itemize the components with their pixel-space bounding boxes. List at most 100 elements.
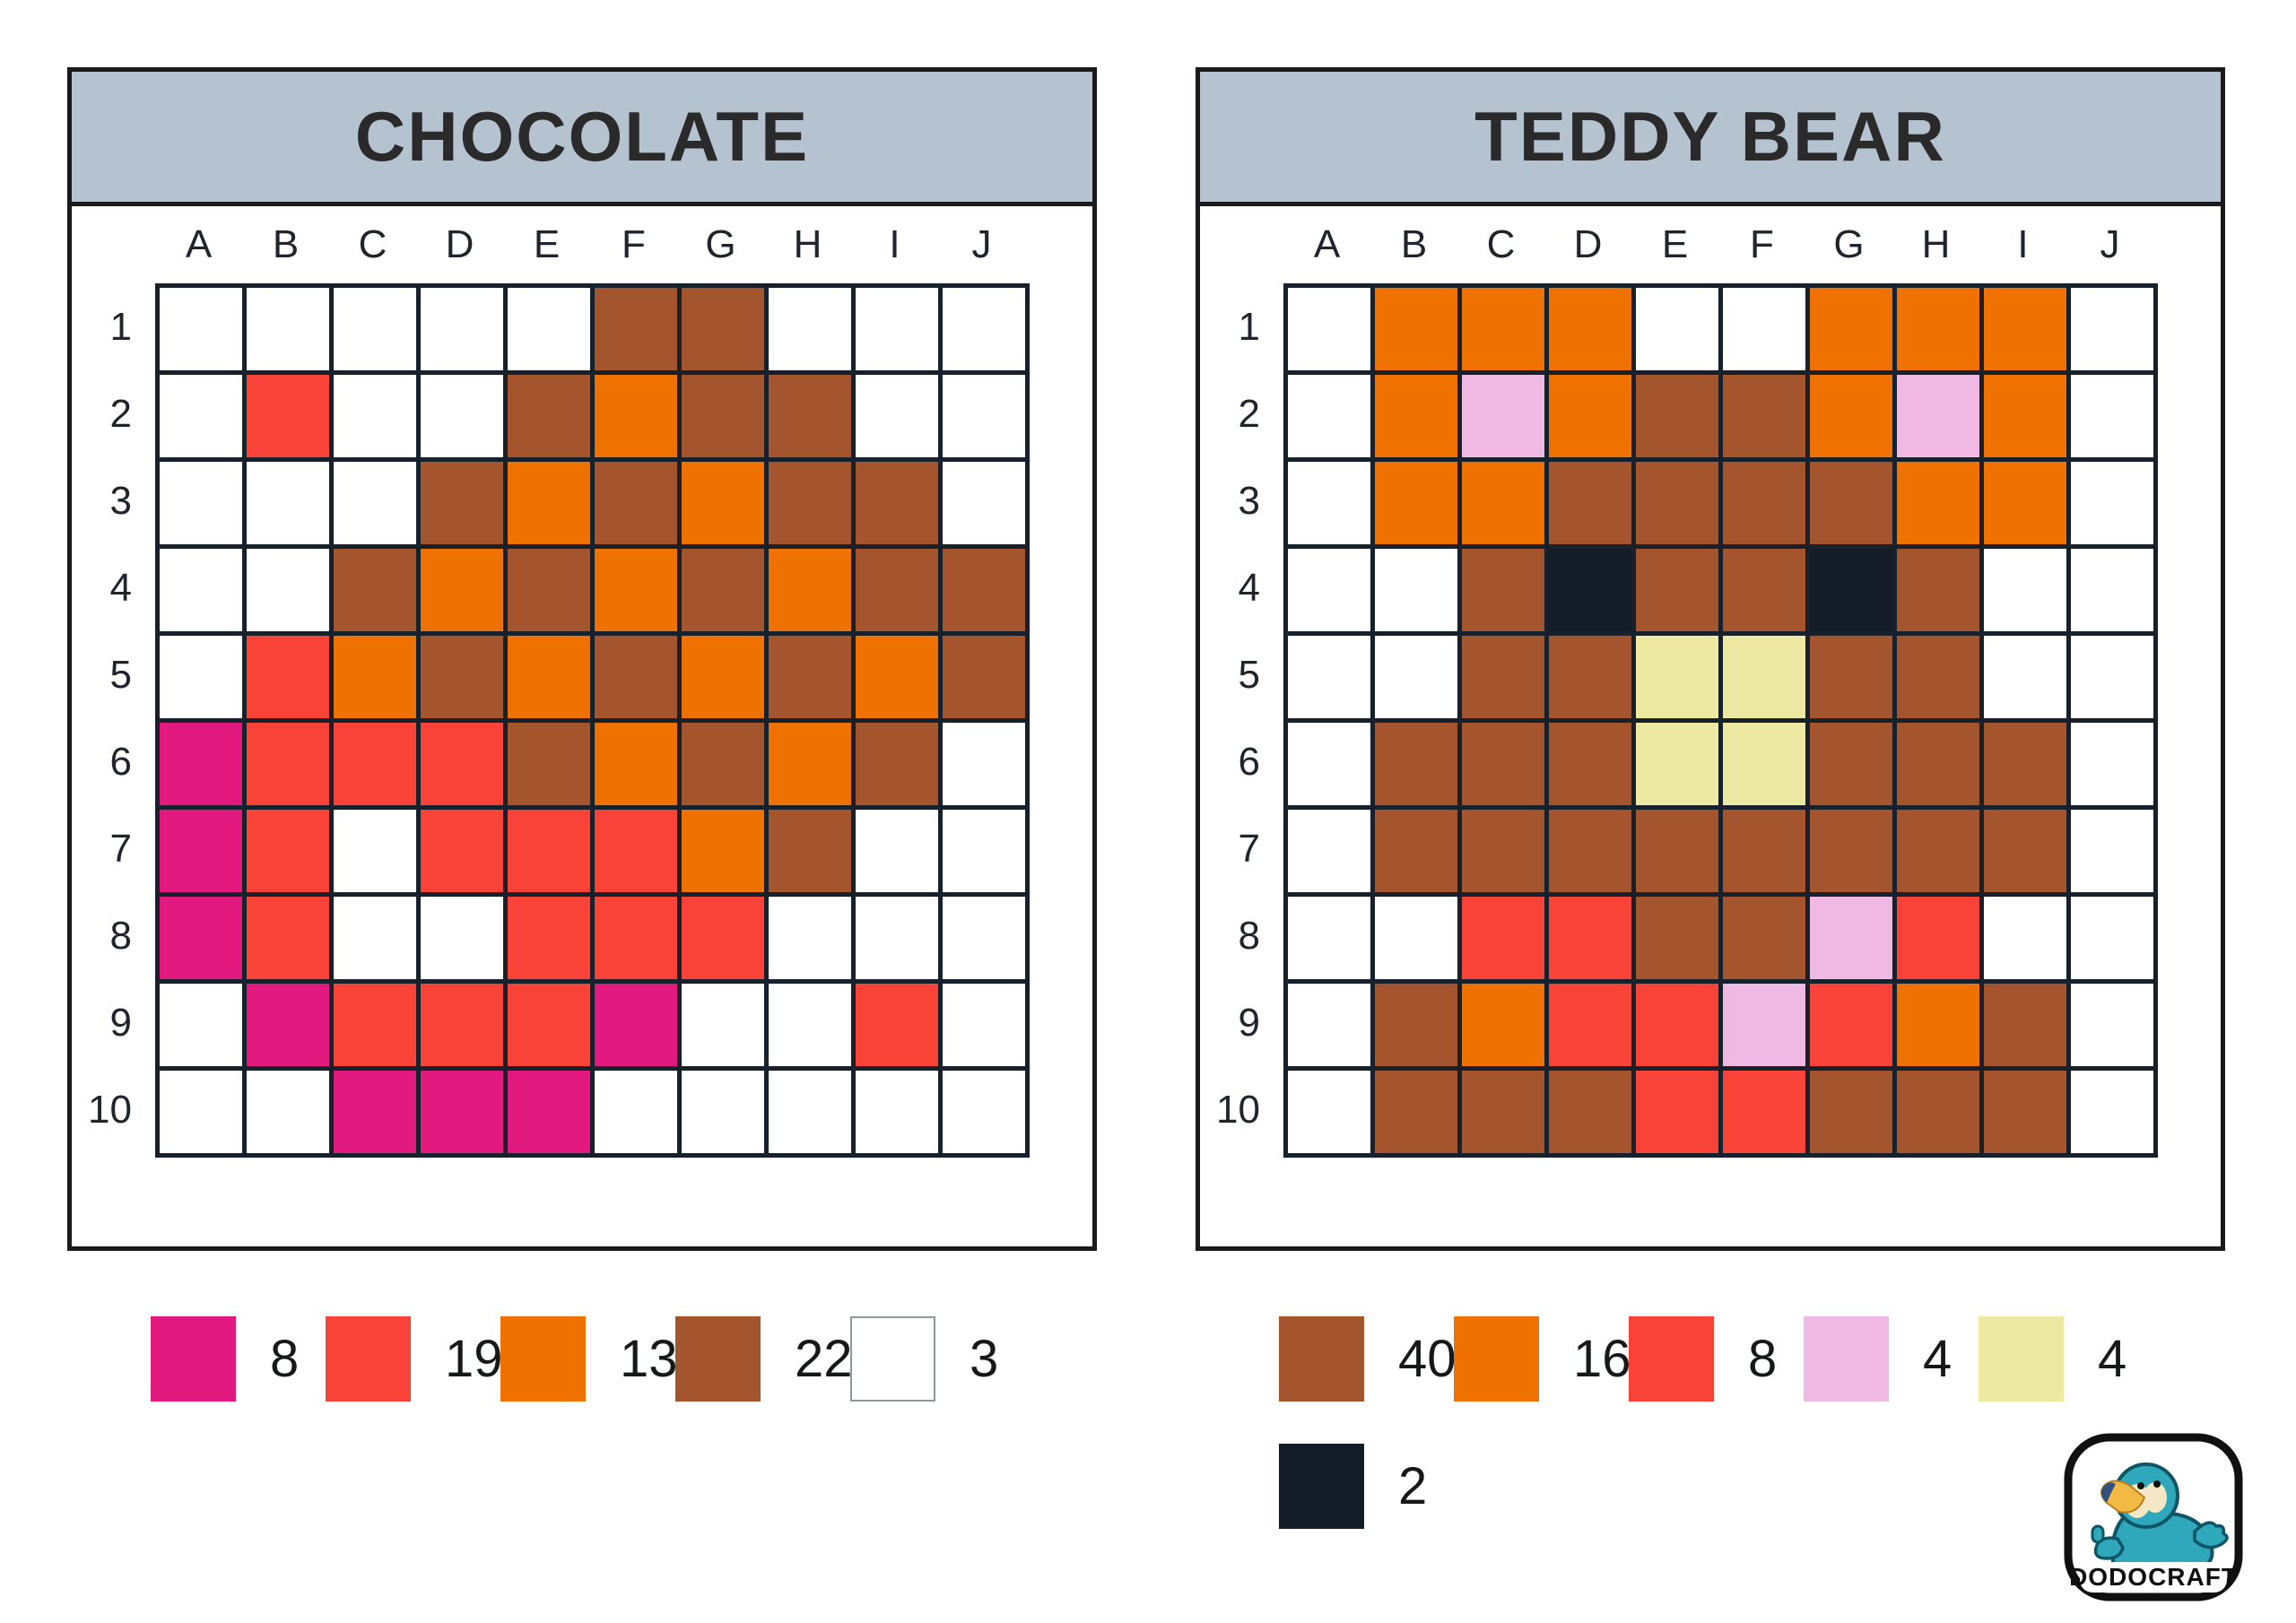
grid-cell-H8-red <box>1897 897 1979 979</box>
legend-count: 4 <box>2098 1330 2127 1388</box>
column-label-B: B <box>272 222 300 266</box>
grid-cell-I2-orange <box>1984 375 2066 457</box>
grid-cell-H1-orange <box>1897 288 1979 370</box>
legend-item-black: 2 <box>1279 1444 1454 1529</box>
grid-cell-H6-brown <box>1897 723 1979 805</box>
grid-cell-G5-brown <box>1810 636 1892 718</box>
row-label-6: 6 <box>1238 739 1260 784</box>
grid-cell-I3-brown <box>856 462 938 544</box>
grid-cell-C2-white <box>334 375 416 457</box>
grid-cell-G8-red <box>682 897 764 979</box>
grid-cell-J9-white <box>943 984 1025 1066</box>
chocolate-panel: CHOCOLATE A B C D E F G H I J 1 2 3 4 5 6 7 8 9 10 <box>67 67 1097 1251</box>
grid-cell-J10-white <box>943 1071 1025 1153</box>
grid-cell-I4-brown <box>856 549 938 631</box>
grid-cell-C8-white <box>334 897 416 979</box>
row-label-2: 2 <box>109 391 132 436</box>
column-label-F: F <box>1750 222 1774 266</box>
legend-swatch-cream <box>1979 1316 2064 1402</box>
dodo-eye-right <box>2153 1480 2161 1488</box>
legend-swatch-light-pink <box>1804 1316 1889 1402</box>
grid-cell-B6-red <box>247 723 329 805</box>
legend-item-orange: 16 <box>1454 1316 1631 1402</box>
grid-cell-E6-brown <box>508 723 590 805</box>
grid-cell-D10-brown <box>1549 1071 1631 1153</box>
grid-cell-C5-brown <box>1462 636 1544 718</box>
grid-cell-A3-white <box>160 462 242 544</box>
grid-cell-B4-white <box>1375 549 1457 631</box>
column-label-A: A <box>1313 222 1341 266</box>
grid-cell-I2-white <box>856 375 938 457</box>
grid-cell-G2-brown <box>682 375 764 457</box>
grid-cell-F10-white <box>595 1071 677 1153</box>
chocolate-row-labels: 1 2 3 4 5 6 7 8 9 10 <box>72 283 155 1158</box>
grid-cell-B5-white <box>1375 636 1457 718</box>
grid-cell-C1-orange <box>1462 288 1544 370</box>
row-label-3: 3 <box>1238 478 1260 523</box>
grid-cell-I10-white <box>856 1071 938 1153</box>
grid-cell-E10-red <box>1636 1071 1718 1153</box>
column-label-E: E <box>1661 222 1689 266</box>
teddy-bear-legend: 40 16 8 4 4 2 <box>1279 1316 2176 1529</box>
grid-cell-E9-red <box>508 984 590 1066</box>
grid-cell-A6-magenta <box>160 723 242 805</box>
grid-cell-G6-brown <box>1810 723 1892 805</box>
grid-cell-I7-brown <box>1984 810 2066 892</box>
column-label-J: J <box>2100 222 2120 266</box>
grid-cell-E6-cream <box>1636 723 1718 805</box>
grid-cell-D1-orange <box>1549 288 1631 370</box>
legend-swatch-magenta <box>151 1316 236 1402</box>
column-label-D: D <box>445 222 474 266</box>
grid-cell-F5-brown <box>595 636 677 718</box>
grid-cell-E9-red <box>1636 984 1718 1066</box>
grid-cell-A10-white <box>1288 1071 1370 1153</box>
grid-cell-G7-orange <box>682 810 764 892</box>
grid-cell-B9-brown <box>1375 984 1457 1066</box>
grid-cell-C7-white <box>334 810 416 892</box>
grid-cell-I6-brown <box>856 723 938 805</box>
grid-cell-I4-white <box>1984 549 2066 631</box>
grid-cell-B8-red <box>247 897 329 979</box>
grid-cell-H7-brown <box>1897 810 1979 892</box>
grid-cell-E2-brown <box>1636 375 1718 457</box>
grid-cell-C6-brown <box>1462 723 1544 805</box>
legend-item-orange: 13 <box>500 1316 678 1402</box>
legend-item-brown: 22 <box>675 1316 853 1402</box>
grid-cell-H10-white <box>769 1071 851 1153</box>
grid-cell-B8-white <box>1375 897 1457 979</box>
legend-item-white: 3 <box>850 1316 1025 1402</box>
grid-cell-H10-brown <box>1897 1071 1979 1153</box>
grid-cell-H9-white <box>769 984 851 1066</box>
grid-cell-A4-white <box>160 549 242 631</box>
grid-cell-J5-brown <box>943 636 1025 718</box>
legend-swatch-orange <box>500 1316 586 1402</box>
grid-cell-D5-brown <box>1549 636 1631 718</box>
grid-cell-H5-brown <box>769 636 851 718</box>
column-label-C: C <box>358 222 387 266</box>
grid-cell-F7-red <box>595 810 677 892</box>
grid-cell-B10-brown <box>1375 1071 1457 1153</box>
grid-cell-I9-red <box>856 984 938 1066</box>
grid-cell-C3-white <box>334 462 416 544</box>
grid-cell-A6-white <box>1288 723 1370 805</box>
grid-cell-B7-red <box>247 810 329 892</box>
grid-cell-B1-orange <box>1375 288 1457 370</box>
grid-cell-D1-white <box>421 288 503 370</box>
grid-cell-E2-brown <box>508 375 590 457</box>
grid-cell-B6-brown <box>1375 723 1457 805</box>
column-label-I: I <box>2017 222 2029 266</box>
legend-item-red: 19 <box>326 1316 503 1402</box>
grid-cell-H7-brown <box>769 810 851 892</box>
grid-cell-A2-white <box>1288 375 1370 457</box>
grid-cell-G9-red <box>1810 984 1892 1066</box>
grid-cell-F10-red <box>1723 1071 1805 1153</box>
grid-cell-F3-brown <box>1723 462 1805 544</box>
grid-cell-E4-brown <box>1636 549 1718 631</box>
grid-cell-J8-white <box>943 897 1025 979</box>
chocolate-column-labels: A B C D E F G H I J <box>155 206 1092 283</box>
grid-cell-F9-magenta <box>595 984 677 1066</box>
row-label-4: 4 <box>1238 565 1260 610</box>
grid-cell-E3-brown <box>1636 462 1718 544</box>
grid-cell-C2-light-pink <box>1462 375 1544 457</box>
